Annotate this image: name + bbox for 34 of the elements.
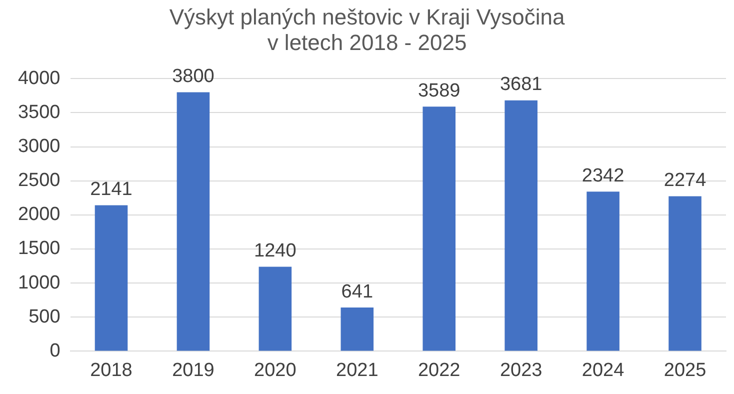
y-tick-label: 1000 xyxy=(18,272,60,294)
data-label: 641 xyxy=(341,281,373,302)
data-label: 3681 xyxy=(500,74,542,96)
y-tick-label: 3500 xyxy=(18,102,60,123)
y-tick-label: 4000 xyxy=(18,68,60,89)
bar xyxy=(422,106,456,351)
bar xyxy=(340,308,374,351)
y-tick-label: 2000 xyxy=(18,204,60,226)
y-tick-label: 0 xyxy=(50,340,60,362)
bar xyxy=(668,196,702,351)
bar xyxy=(176,92,210,351)
bar xyxy=(258,266,292,351)
x-tick-label: 2021 xyxy=(336,360,378,381)
data-label: 1240 xyxy=(254,240,296,262)
x-tick-label: 2022 xyxy=(418,360,460,381)
data-label: 3589 xyxy=(418,80,460,102)
x-tick-label: 2025 xyxy=(664,360,706,381)
x-tick-label: 2020 xyxy=(254,360,296,381)
y-tick-label: 2500 xyxy=(18,170,60,192)
bar xyxy=(94,205,128,351)
bar xyxy=(586,192,620,351)
chart-title: Výskyt planých neštovic v Kraji Vysočina v letech 2018 - 2025 xyxy=(169,4,566,56)
x-tick-label: 2024 xyxy=(582,360,625,381)
data-label: 3800 xyxy=(172,66,214,87)
y-tick-label: 500 xyxy=(28,306,60,328)
y-tick-label: 3000 xyxy=(18,136,60,157)
data-label: 2342 xyxy=(582,165,624,186)
x-tick-label: 2023 xyxy=(500,360,542,381)
data-label: 2274 xyxy=(664,170,707,191)
y-tick-label: 1500 xyxy=(18,238,60,260)
data-label: 2141 xyxy=(90,179,132,200)
x-tick-label: 2019 xyxy=(172,360,214,381)
bar xyxy=(504,100,538,351)
x-tick-label: 2018 xyxy=(90,360,132,381)
